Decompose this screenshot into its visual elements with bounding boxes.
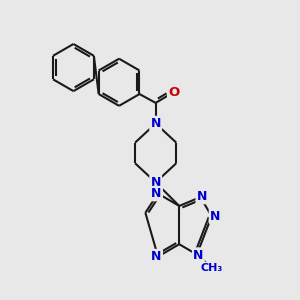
Text: N: N [193, 249, 204, 262]
Text: N: N [197, 190, 207, 203]
Text: O: O [168, 86, 180, 99]
Text: N: N [152, 187, 162, 200]
Text: N: N [151, 117, 161, 130]
Text: N: N [151, 176, 161, 189]
Text: N: N [210, 210, 220, 223]
Text: N: N [152, 250, 162, 263]
Text: CH₃: CH₃ [200, 263, 223, 273]
